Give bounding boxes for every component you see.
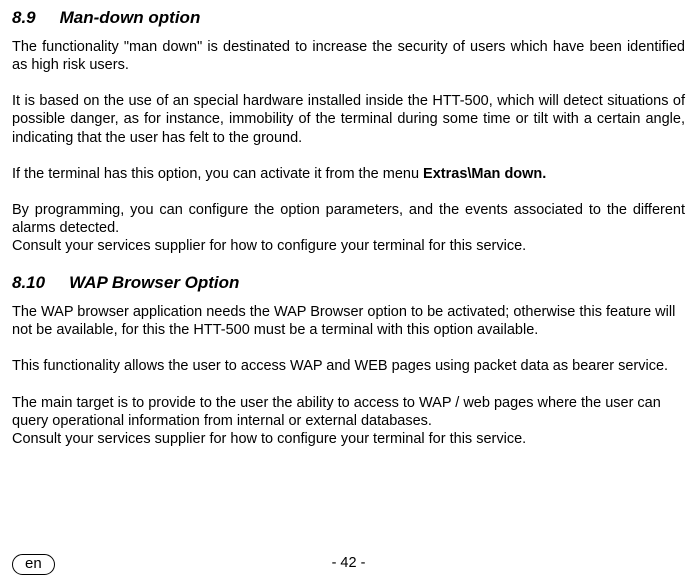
paragraph-8-10-3b: Consult your services supplier for how t… xyxy=(12,430,685,448)
paragraph-8-9-2: It is based on the use of an special har… xyxy=(12,92,685,146)
heading-8-9-title: Man-down option xyxy=(60,8,201,27)
page-footer: en - 42 - xyxy=(0,547,697,575)
paragraph-8-9-3-bold: Extras\Man down. xyxy=(423,166,546,182)
heading-8-10-number: 8.10 xyxy=(12,273,45,293)
paragraph-8-10-1: The WAP browser application needs the WA… xyxy=(12,303,685,339)
paragraph-8-9-3: If the terminal has this option, you can… xyxy=(12,165,685,183)
heading-8-10: 8.10 WAP Browser Option xyxy=(12,273,685,293)
paragraph-8-9-1: The functionality "man down" is destinat… xyxy=(12,38,685,74)
page: 8.9 Man-down option The functionality "ma… xyxy=(0,0,697,583)
paragraph-8-9-4b: Consult your services supplier for how t… xyxy=(12,237,685,255)
paragraph-8-10-3a: The main target is to provide to the use… xyxy=(12,394,685,430)
heading-8-9-number: 8.9 xyxy=(12,8,36,28)
paragraph-8-9-3-pre: If the terminal has this option, you can… xyxy=(12,166,423,182)
paragraph-8-10-2: This functionality allows the user to ac… xyxy=(12,357,685,375)
page-number: - 42 - xyxy=(0,555,697,571)
paragraph-8-9-4a: By programming, you can configure the op… xyxy=(12,201,685,237)
heading-8-10-title: WAP Browser Option xyxy=(69,273,239,292)
heading-8-9: 8.9 Man-down option xyxy=(12,8,685,28)
